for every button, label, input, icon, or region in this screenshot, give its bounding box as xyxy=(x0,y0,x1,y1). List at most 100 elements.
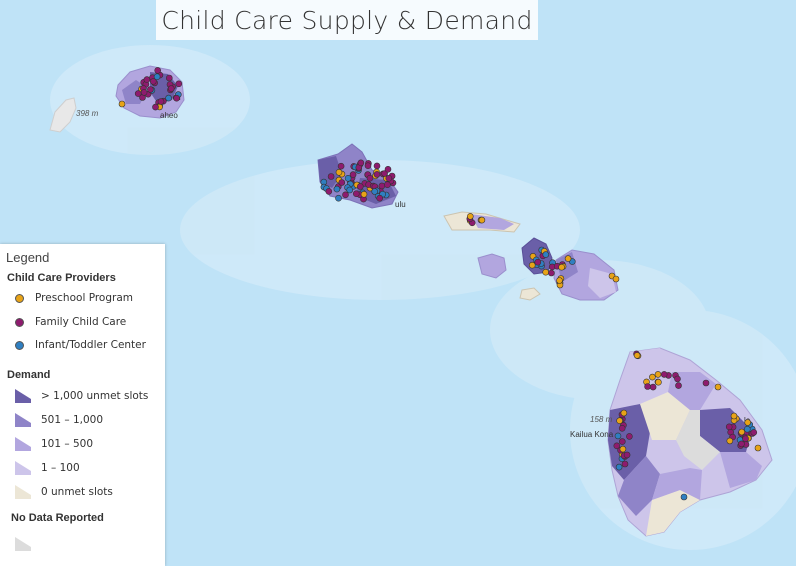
provider-marker[interactable] xyxy=(613,442,621,450)
provider-marker[interactable] xyxy=(649,383,657,391)
provider-marker[interactable] xyxy=(620,409,628,417)
provider-marker[interactable] xyxy=(655,378,662,386)
provider-marker[interactable] xyxy=(371,188,379,195)
provider-marker[interactable] xyxy=(644,383,651,390)
nodata-swatch-icon xyxy=(15,537,31,551)
provider-marker[interactable] xyxy=(558,263,565,271)
provider-marker[interactable] xyxy=(140,89,148,96)
island-kahoolawe xyxy=(519,287,541,301)
provider-marker[interactable] xyxy=(134,90,142,97)
provider-marker[interactable] xyxy=(325,188,333,195)
provider-marker[interactable] xyxy=(616,417,623,425)
provider-marker[interactable] xyxy=(335,194,342,202)
provider-marker[interactable] xyxy=(150,78,157,85)
provider-marker[interactable] xyxy=(157,98,165,105)
legend-demand-4: 1 – 100 xyxy=(15,460,80,476)
provider-marker[interactable] xyxy=(726,437,734,445)
provider-marker[interactable] xyxy=(743,425,751,433)
provider-marker[interactable] xyxy=(337,162,345,170)
demand-swatch-icon xyxy=(15,413,31,427)
provider-marker[interactable] xyxy=(346,186,354,194)
legend-item-infant: Infant/Toddler Center xyxy=(11,337,146,353)
provider-marker[interactable] xyxy=(373,171,381,178)
provider-marker[interactable] xyxy=(344,175,352,182)
provider-marker[interactable] xyxy=(165,94,172,102)
provider-marker[interactable] xyxy=(738,428,746,436)
legend-heading: Legend xyxy=(6,250,50,265)
provider-marker[interactable] xyxy=(618,424,626,432)
provider-marker[interactable] xyxy=(166,74,173,82)
provider-marker[interactable] xyxy=(154,67,161,74)
provider-marker[interactable] xyxy=(152,103,159,111)
provider-marker[interactable] xyxy=(633,352,641,359)
legend-providers-title: Child Care Providers xyxy=(7,272,116,284)
provider-marker[interactable] xyxy=(744,419,752,426)
provider-marker[interactable] xyxy=(143,76,151,83)
provider-marker[interactable] xyxy=(542,268,550,276)
provider-marker[interactable] xyxy=(373,162,381,170)
provider-marker[interactable] xyxy=(356,183,364,190)
provider-marker[interactable] xyxy=(612,275,620,283)
provider-marker[interactable] xyxy=(754,444,762,452)
label-oahu-city: ulu xyxy=(395,200,406,209)
provider-marker[interactable] xyxy=(384,166,392,173)
provider-marker[interactable] xyxy=(614,432,622,440)
legend-demand-title: Demand xyxy=(7,369,51,381)
provider-marker[interactable] xyxy=(376,194,384,202)
preschool-marker-icon xyxy=(15,293,24,303)
infant-marker-icon xyxy=(15,340,24,350)
provider-marker[interactable] xyxy=(618,438,626,445)
provider-marker[interactable] xyxy=(357,159,365,167)
provider-marker[interactable] xyxy=(542,251,550,258)
provider-marker[interactable] xyxy=(619,445,627,453)
legend-item-preschool: Preschool Program xyxy=(11,290,133,306)
provider-marker[interactable] xyxy=(615,463,623,471)
provider-marker[interactable] xyxy=(654,371,662,378)
provider-marker[interactable] xyxy=(674,375,681,383)
provider-marker[interactable] xyxy=(335,169,343,176)
provider-marker[interactable] xyxy=(623,451,631,459)
provider-marker[interactable] xyxy=(742,435,749,443)
provider-marker[interactable] xyxy=(466,213,474,220)
provider-marker[interactable] xyxy=(680,493,688,501)
provider-marker[interactable] xyxy=(173,94,180,102)
provider-marker[interactable] xyxy=(528,261,536,269)
provider-marker[interactable] xyxy=(360,191,368,198)
provider-marker[interactable] xyxy=(730,412,738,420)
provider-marker[interactable] xyxy=(738,440,745,448)
provider-marker[interactable] xyxy=(385,175,393,182)
provider-marker[interactable] xyxy=(714,383,722,391)
provider-marker[interactable] xyxy=(660,371,668,378)
provider-marker[interactable] xyxy=(626,433,633,440)
provider-marker[interactable] xyxy=(384,181,391,188)
provider-marker[interactable] xyxy=(675,382,682,389)
provider-marker[interactable] xyxy=(118,100,126,108)
provider-marker[interactable] xyxy=(167,85,175,92)
provider-marker[interactable] xyxy=(381,170,388,177)
label-kauai-town: aheo xyxy=(160,111,178,120)
provider-marker[interactable] xyxy=(621,460,629,468)
provider-marker[interactable] xyxy=(342,191,349,199)
legend-nodata-title: No Data Reported xyxy=(11,512,104,524)
provider-marker[interactable] xyxy=(153,73,161,80)
provider-marker[interactable] xyxy=(702,379,710,387)
provider-markers xyxy=(118,67,762,501)
provider-marker[interactable] xyxy=(175,80,183,88)
provider-marker[interactable] xyxy=(564,255,572,262)
provider-marker[interactable] xyxy=(364,162,372,169)
provider-marker[interactable] xyxy=(478,216,486,224)
provider-marker[interactable] xyxy=(366,174,374,182)
provider-marker[interactable] xyxy=(556,277,563,284)
provider-marker[interactable] xyxy=(750,429,758,436)
provider-marker[interactable] xyxy=(349,171,357,178)
provider-marker[interactable] xyxy=(338,179,346,186)
provider-marker[interactable] xyxy=(327,173,335,180)
provider-marker[interactable] xyxy=(725,423,733,431)
provider-marker[interactable] xyxy=(649,373,656,381)
provider-marker[interactable] xyxy=(378,182,386,190)
provider-marker[interactable] xyxy=(333,185,341,193)
provider-marker[interactable] xyxy=(352,190,360,197)
provider-marker[interactable] xyxy=(534,258,542,266)
provider-marker[interactable] xyxy=(147,86,154,93)
provider-marker[interactable] xyxy=(548,269,555,277)
